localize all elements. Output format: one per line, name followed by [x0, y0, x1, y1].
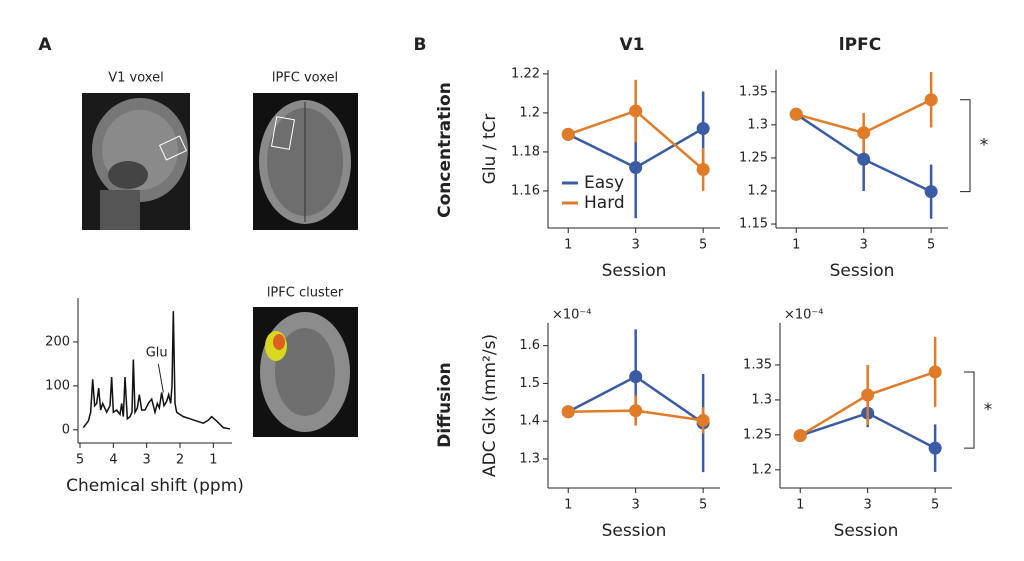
x-axis-label: Chemical shift (ppm) [66, 476, 244, 496]
mri-axial [253, 93, 358, 230]
x-tick-label: 5 [699, 238, 707, 253]
point [857, 152, 871, 166]
point [857, 126, 871, 140]
significance-bracket [960, 99, 971, 193]
significance-label: * [984, 400, 993, 420]
y-tick-label: 1.3 [751, 392, 772, 407]
y-tick-label: 1.3 [747, 117, 768, 132]
y-tick-label: 1.2 [519, 105, 540, 120]
point [696, 413, 710, 427]
y-tick-label: 1.2 [747, 183, 768, 198]
x-axis-label: Session [602, 261, 667, 281]
y-tick-label: 1.5 [519, 376, 540, 391]
panel-label: A [38, 35, 52, 55]
legend-label: Easy [584, 173, 624, 193]
y-tick-label: 1.22 [511, 66, 540, 81]
y-axis-label: ADC Glx (mm²/s) [480, 334, 500, 477]
y-tick-label: 1.25 [739, 150, 768, 165]
image-caption: V1 voxel [108, 71, 163, 86]
point [793, 429, 807, 443]
x-axis-label: Session [602, 521, 667, 541]
y-tick-label: 1.2 [751, 462, 772, 477]
legend-label: Hard [584, 193, 625, 213]
y-tick-label: 1.18 [511, 144, 540, 159]
y-tick-label: 1.4 [519, 414, 540, 429]
x-tick-label: 5 [699, 498, 707, 513]
x-tick-label: 3 [632, 498, 640, 513]
x-tick-label: 5 [76, 453, 84, 468]
y-tick-label: 0 [62, 422, 70, 437]
row-label: Diffusion [435, 362, 455, 448]
x-axis-label: Session [830, 261, 895, 281]
y-tick-label: 1.35 [743, 357, 772, 372]
y-tick-label: 1.16 [511, 183, 540, 198]
x-tick-label: 1 [564, 498, 572, 513]
point [924, 93, 938, 107]
point [928, 365, 942, 379]
point [861, 388, 875, 402]
x-tick-label: 1 [792, 238, 800, 253]
point [561, 405, 575, 419]
column-title: lPFC [839, 35, 881, 55]
annotation-arrow [157, 363, 164, 393]
point [789, 107, 803, 121]
point [924, 185, 938, 199]
y-tick-label: 1.15 [739, 217, 768, 232]
x-tick-label: 1 [209, 453, 217, 468]
offset-text: ×10⁻⁴ [784, 308, 824, 323]
panel-label: B [414, 35, 427, 55]
image-caption: lPFC voxel [272, 71, 338, 86]
column-title: V1 [620, 35, 645, 55]
x-tick-label: 4 [109, 453, 117, 468]
x-tick-label: 5 [927, 238, 935, 253]
offset-text: ×10⁻⁴ [552, 308, 592, 323]
point [629, 161, 643, 175]
y-axis-label: Glu / tCr [480, 114, 500, 185]
y-tick-label: 100 [45, 378, 70, 393]
annotation: Glu [146, 345, 168, 360]
x-tick-label: 1 [564, 238, 572, 253]
image-caption: lPFC cluster [267, 286, 344, 301]
y-tick-label: 1.25 [743, 427, 772, 442]
point [629, 404, 643, 418]
x-axis-label: Session [834, 521, 899, 541]
spectrum-line [82, 311, 231, 430]
significance-bracket [964, 371, 975, 449]
x-tick-label: 2 [176, 453, 184, 468]
x-tick-label: 3 [864, 498, 872, 513]
x-tick-label: 3 [632, 238, 640, 253]
mri-cluster [253, 307, 358, 437]
x-tick-label: 5 [931, 498, 939, 513]
x-tick-label: 3 [860, 238, 868, 253]
point [696, 122, 710, 136]
point [629, 370, 643, 384]
x-tick-label: 3 [143, 453, 151, 468]
y-tick-label: 1.35 [739, 84, 768, 99]
point [629, 104, 643, 118]
significance-label: * [980, 136, 989, 156]
x-tick-label: 1 [796, 498, 804, 513]
point [561, 127, 575, 141]
point [928, 441, 942, 455]
mri-sagittal [82, 93, 190, 230]
y-tick-label: 1.6 [519, 338, 540, 353]
y-tick-label: 200 [45, 334, 70, 349]
y-tick-label: 1.3 [519, 451, 540, 466]
point [696, 162, 710, 176]
row-label: Concentration [435, 82, 455, 218]
